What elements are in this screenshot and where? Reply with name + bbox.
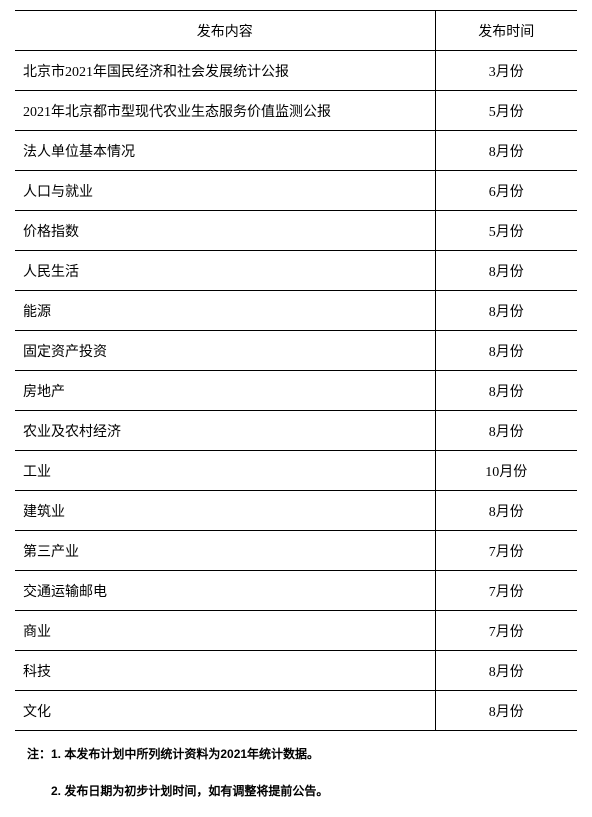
footnotes: 注：1. 本发布计划中所列统计资料为2021年统计数据。 2. 发布日期为初步计… — [15, 739, 577, 807]
cell-time: 8月份 — [435, 491, 577, 531]
table-row: 人口与就业6月份 — [15, 171, 577, 211]
cell-time: 7月份 — [435, 571, 577, 611]
cell-content: 第三产业 — [15, 531, 435, 571]
cell-content: 工业 — [15, 451, 435, 491]
cell-time: 8月份 — [435, 291, 577, 331]
cell-content: 农业及农村经济 — [15, 411, 435, 451]
table-row: 人民生活8月份 — [15, 251, 577, 291]
cell-time: 8月份 — [435, 331, 577, 371]
footnote-1: 注：1. 本发布计划中所列统计资料为2021年统计数据。 — [15, 739, 577, 770]
table-row: 能源8月份 — [15, 291, 577, 331]
table-row: 价格指数5月份 — [15, 211, 577, 251]
table-row: 法人单位基本情况8月份 — [15, 131, 577, 171]
cell-content: 科技 — [15, 651, 435, 691]
cell-content: 房地产 — [15, 371, 435, 411]
table-row: 农业及农村经济8月份 — [15, 411, 577, 451]
table-row: 房地产8月份 — [15, 371, 577, 411]
header-content: 发布内容 — [15, 11, 435, 51]
cell-time: 8月份 — [435, 371, 577, 411]
cell-content: 2021年北京都市型现代农业生态服务价值监测公报 — [15, 91, 435, 131]
cell-content: 能源 — [15, 291, 435, 331]
header-time: 发布时间 — [435, 11, 577, 51]
cell-time: 6月份 — [435, 171, 577, 211]
footnote-2: 2. 发布日期为初步计划时间，如有调整将提前公告。 — [15, 776, 577, 807]
cell-time: 7月份 — [435, 611, 577, 651]
cell-content: 固定资产投资 — [15, 331, 435, 371]
cell-time: 5月份 — [435, 211, 577, 251]
cell-content: 法人单位基本情况 — [15, 131, 435, 171]
cell-time: 7月份 — [435, 531, 577, 571]
table-header-row: 发布内容 发布时间 — [15, 11, 577, 51]
cell-content: 交通运输邮电 — [15, 571, 435, 611]
cell-time: 8月份 — [435, 411, 577, 451]
table-row: 建筑业8月份 — [15, 491, 577, 531]
cell-content: 建筑业 — [15, 491, 435, 531]
cell-content: 商业 — [15, 611, 435, 651]
cell-time: 8月份 — [435, 691, 577, 731]
cell-time: 8月份 — [435, 251, 577, 291]
cell-time: 8月份 — [435, 131, 577, 171]
table-row: 固定资产投资8月份 — [15, 331, 577, 371]
cell-time: 3月份 — [435, 51, 577, 91]
cell-time: 8月份 — [435, 651, 577, 691]
table-row: 北京市2021年国民经济和社会发展统计公报3月份 — [15, 51, 577, 91]
table-body: 北京市2021年国民经济和社会发展统计公报3月份2021年北京都市型现代农业生态… — [15, 51, 577, 731]
table-row: 交通运输邮电7月份 — [15, 571, 577, 611]
table-row: 科技8月份 — [15, 651, 577, 691]
cell-content: 人民生活 — [15, 251, 435, 291]
cell-content: 文化 — [15, 691, 435, 731]
table-row: 工业10月份 — [15, 451, 577, 491]
table-row: 商业7月份 — [15, 611, 577, 651]
cell-content: 人口与就业 — [15, 171, 435, 211]
table-row: 2021年北京都市型现代农业生态服务价值监测公报5月份 — [15, 91, 577, 131]
cell-content: 北京市2021年国民经济和社会发展统计公报 — [15, 51, 435, 91]
cell-time: 5月份 — [435, 91, 577, 131]
table-row: 文化8月份 — [15, 691, 577, 731]
table-row: 第三产业7月份 — [15, 531, 577, 571]
cell-time: 10月份 — [435, 451, 577, 491]
cell-content: 价格指数 — [15, 211, 435, 251]
release-schedule-table: 发布内容 发布时间 北京市2021年国民经济和社会发展统计公报3月份2021年北… — [15, 10, 577, 731]
